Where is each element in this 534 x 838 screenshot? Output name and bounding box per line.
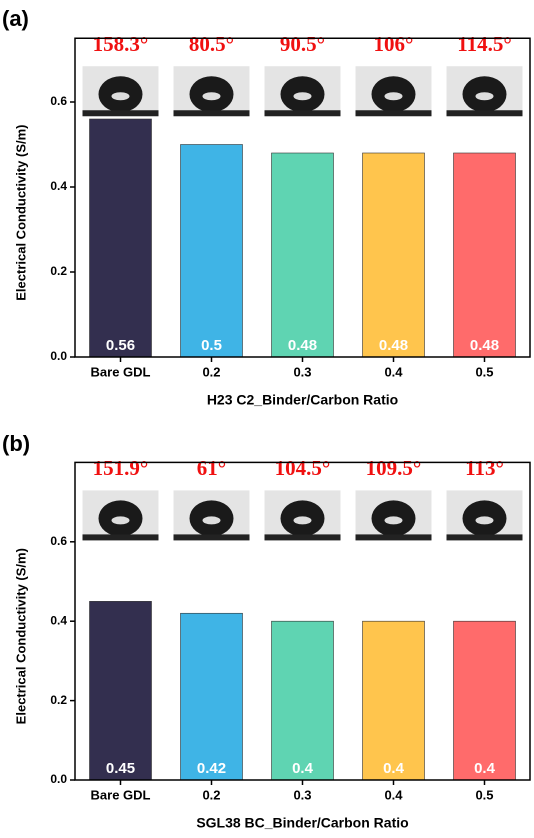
bar bbox=[453, 152, 516, 358]
bar bbox=[89, 601, 152, 781]
x-axis-label: SGL38 BC_Binder/Carbon Ratio bbox=[196, 815, 408, 831]
panel-label: (a) bbox=[2, 6, 29, 31]
contact-angle: 90.5° bbox=[280, 32, 325, 56]
y-tick-label: 0.4 bbox=[50, 613, 67, 627]
substrate bbox=[264, 110, 341, 117]
value-label: 0.5 bbox=[201, 337, 222, 354]
x-tick-label: 0.2 bbox=[202, 364, 220, 379]
y-tick-label: 0.0 bbox=[50, 772, 67, 786]
panel-label: (b) bbox=[2, 431, 30, 456]
contact-angle: 109.5° bbox=[366, 456, 422, 480]
y-tick-label: 0.6 bbox=[50, 94, 67, 108]
y-tick-label: 0.6 bbox=[50, 534, 67, 548]
bar bbox=[453, 620, 516, 781]
substrate bbox=[355, 110, 432, 117]
substrate bbox=[446, 110, 523, 117]
y-tick-label: 0.2 bbox=[50, 264, 67, 278]
x-tick-label: 0.3 bbox=[293, 787, 311, 802]
substrate bbox=[355, 534, 432, 541]
value-label: 0.4 bbox=[383, 760, 405, 777]
y-tick-label: 0.4 bbox=[50, 179, 67, 193]
contact-angle: 61° bbox=[197, 456, 226, 480]
bar bbox=[180, 144, 243, 358]
contact-angle: 113° bbox=[465, 456, 504, 480]
substrate bbox=[173, 534, 250, 541]
value-label: 0.48 bbox=[379, 337, 408, 354]
value-label: 0.4 bbox=[474, 760, 496, 777]
contact-angle: 104.5° bbox=[275, 456, 331, 480]
contact-angle: 114.5° bbox=[457, 32, 512, 56]
droplet-highlight bbox=[475, 92, 494, 101]
y-tick-label: 0.2 bbox=[50, 693, 67, 707]
droplet-highlight bbox=[475, 516, 494, 525]
substrate bbox=[264, 534, 341, 541]
x-tick-label: 0.4 bbox=[384, 364, 403, 379]
value-label: 0.56 bbox=[106, 337, 135, 354]
droplet-highlight bbox=[384, 516, 403, 525]
droplet-highlight bbox=[111, 92, 130, 101]
bar bbox=[271, 620, 334, 781]
y-axis-label: Electrical Conductivity (S/m) bbox=[13, 124, 28, 300]
value-label: 0.48 bbox=[470, 337, 499, 354]
value-label: 0.4 bbox=[292, 760, 314, 777]
contact-angle: 106° bbox=[374, 32, 414, 56]
droplet-highlight bbox=[293, 516, 312, 525]
droplet-highlight bbox=[111, 516, 130, 525]
droplet-highlight bbox=[293, 92, 312, 101]
substrate bbox=[82, 110, 159, 117]
droplet-highlight bbox=[202, 516, 221, 525]
x-tick-label: 0.4 bbox=[384, 787, 403, 802]
value-label: 0.45 bbox=[106, 760, 135, 777]
contact-angle: 80.5° bbox=[189, 32, 234, 56]
plot-frame bbox=[74, 37, 531, 358]
x-tick-label: Bare GDL bbox=[91, 787, 151, 802]
value-label: 0.42 bbox=[197, 760, 226, 777]
x-tick-label: 0.2 bbox=[202, 787, 220, 802]
substrate bbox=[173, 110, 250, 117]
x-axis-label: H23 C2_Binder/Carbon Ratio bbox=[207, 392, 398, 408]
value-label: 0.48 bbox=[288, 337, 317, 354]
substrate bbox=[82, 534, 159, 541]
y-axis-label: Electrical Conductivity (S/m) bbox=[13, 548, 28, 724]
plot-frame bbox=[74, 461, 531, 781]
droplet-highlight bbox=[202, 92, 221, 101]
bar bbox=[271, 152, 334, 358]
bar bbox=[180, 612, 243, 781]
x-tick-label: 0.5 bbox=[475, 787, 493, 802]
x-tick-label: 0.3 bbox=[293, 364, 311, 379]
contact-angle: 151.9° bbox=[93, 456, 149, 480]
bar bbox=[89, 118, 152, 358]
bar bbox=[362, 152, 425, 358]
y-tick-label: 0.0 bbox=[50, 349, 67, 363]
x-tick-label: Bare GDL bbox=[91, 364, 151, 379]
contact-angle: 158.3° bbox=[93, 32, 149, 56]
droplet-highlight bbox=[384, 92, 403, 101]
substrate bbox=[446, 534, 523, 541]
x-tick-label: 0.5 bbox=[475, 364, 493, 379]
bar bbox=[362, 620, 425, 781]
